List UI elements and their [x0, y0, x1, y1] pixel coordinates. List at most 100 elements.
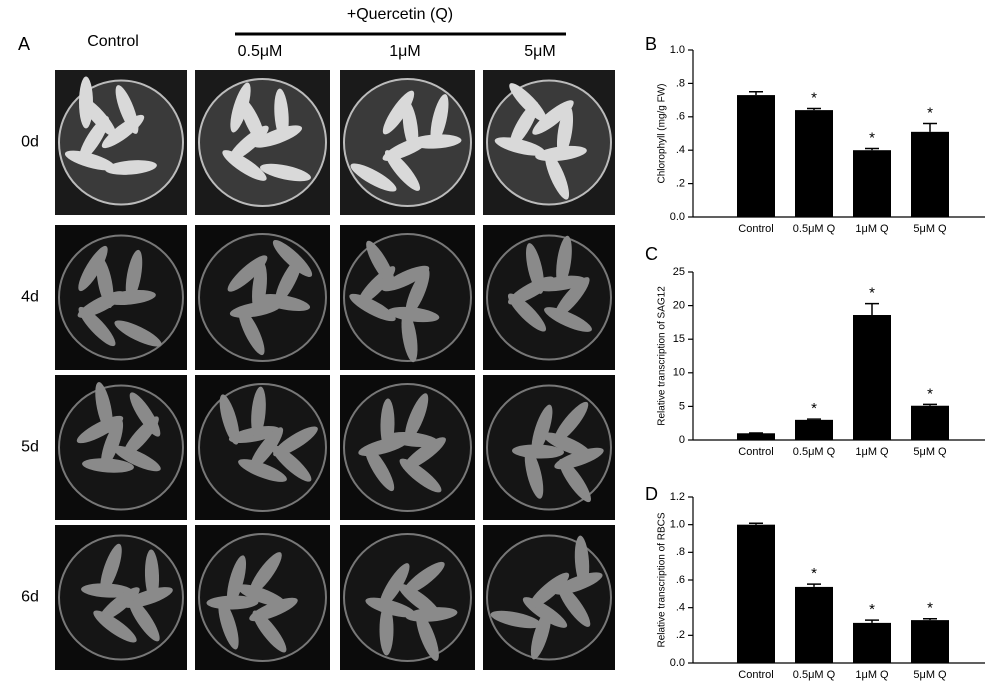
leaf: [554, 447, 604, 470]
leaf: [251, 386, 266, 439]
leaf: [98, 587, 140, 622]
y-tick-label: .2: [676, 629, 685, 641]
leaf: [544, 151, 570, 200]
y-tick-label: .6: [676, 111, 685, 123]
leaf: [380, 398, 395, 451]
column-header: 1μM: [389, 43, 420, 60]
bar: [911, 405, 949, 440]
row-label: 6d: [21, 589, 39, 606]
error-bar: [749, 91, 763, 96]
y-tick-label: 10: [673, 367, 685, 379]
error-bar: [865, 619, 879, 623]
x-tick-label: Control: [738, 669, 773, 681]
leaf: [526, 243, 544, 294]
y-tick-label: 15: [673, 333, 685, 345]
leaf: [252, 610, 287, 653]
leaf: [528, 572, 570, 609]
leaf: [556, 105, 574, 158]
panel-label: D: [645, 484, 658, 504]
y-tick-label: 5: [679, 400, 685, 412]
column-header: 0.5μM: [238, 43, 283, 60]
leaf: [64, 150, 116, 171]
leaf: [236, 584, 287, 607]
leaf: [490, 610, 542, 629]
y-tick-label: 0.0: [670, 657, 685, 669]
y-tick-label: 0.0: [670, 211, 685, 223]
leaf: [405, 268, 430, 317]
leaf: [531, 404, 553, 455]
leaf: [379, 603, 394, 656]
leaf: [404, 393, 429, 442]
leaf: [105, 160, 157, 175]
leaf: [494, 137, 546, 156]
significance-marker: *: [811, 89, 817, 106]
bar: [853, 315, 891, 440]
x-tick-label: 0.5μM Q: [793, 669, 836, 681]
leaf: [274, 88, 289, 141]
panel-label: B: [645, 34, 657, 54]
y-tick-label: 1.0: [670, 519, 685, 531]
x-tick-label: 5μM Q: [913, 446, 947, 458]
x-tick-label: Control: [738, 223, 773, 235]
significance-marker: *: [869, 129, 875, 146]
row-label: 0d: [21, 134, 39, 151]
leaf: [532, 100, 574, 135]
significance-marker: *: [811, 400, 817, 417]
x-tick-label: Control: [738, 446, 773, 458]
leaf: [350, 163, 397, 192]
bar: [737, 433, 775, 440]
leaf: [100, 418, 124, 469]
bar: [853, 622, 891, 663]
x-tick-label: 1μM Q: [855, 446, 889, 458]
error-bar: [923, 122, 937, 132]
leaf: [530, 609, 552, 660]
leaf: [272, 240, 313, 277]
petri-dish: [343, 383, 472, 512]
significance-marker: *: [927, 104, 933, 121]
leaf: [364, 445, 395, 492]
leaf: [79, 96, 117, 137]
y-axis-label: Relative transcription of RBCS: [657, 512, 668, 647]
y-tick-label: 1.0: [670, 44, 685, 56]
leaf: [96, 256, 114, 309]
bar: [853, 150, 891, 217]
leaf: [95, 382, 113, 433]
error-bar: [865, 147, 879, 151]
leaf: [405, 607, 458, 622]
y-tick-label: .6: [676, 574, 685, 586]
leaf: [365, 597, 416, 618]
panel-label: C: [645, 244, 658, 264]
x-tick-label: 5μM Q: [913, 669, 947, 681]
bar: [911, 620, 949, 663]
x-tick-label: 1μM Q: [855, 223, 889, 235]
column-header: Control: [87, 33, 139, 50]
leaf: [249, 552, 282, 595]
x-tick-label: 1μM Q: [855, 669, 889, 681]
treatment-header: +Quercetin (Q): [347, 6, 453, 23]
significance-marker: *: [927, 600, 933, 617]
leaf: [559, 458, 591, 503]
leaf: [125, 249, 143, 302]
leaf: [430, 94, 449, 145]
leaf: [403, 437, 446, 470]
leaf: [382, 136, 431, 161]
leaf: [366, 240, 395, 287]
leaf: [226, 555, 247, 606]
leaf: [387, 306, 440, 323]
leaf: [401, 310, 418, 363]
leaf: [144, 549, 160, 602]
y-tick-label: .8: [676, 546, 685, 558]
row-label: 5d: [21, 439, 39, 456]
leaf: [115, 85, 139, 134]
leaf: [553, 572, 603, 595]
y-axis-label: Relative transcription of SAG12: [657, 286, 668, 426]
leaf: [249, 597, 298, 622]
bar: [795, 110, 833, 217]
y-tick-label: 25: [673, 266, 685, 278]
leaf: [258, 294, 311, 311]
panel-label: A: [18, 34, 30, 54]
x-tick-label: 5μM Q: [913, 223, 947, 235]
error-bar: [923, 403, 937, 406]
leaf: [524, 448, 544, 499]
leaf: [402, 561, 445, 596]
